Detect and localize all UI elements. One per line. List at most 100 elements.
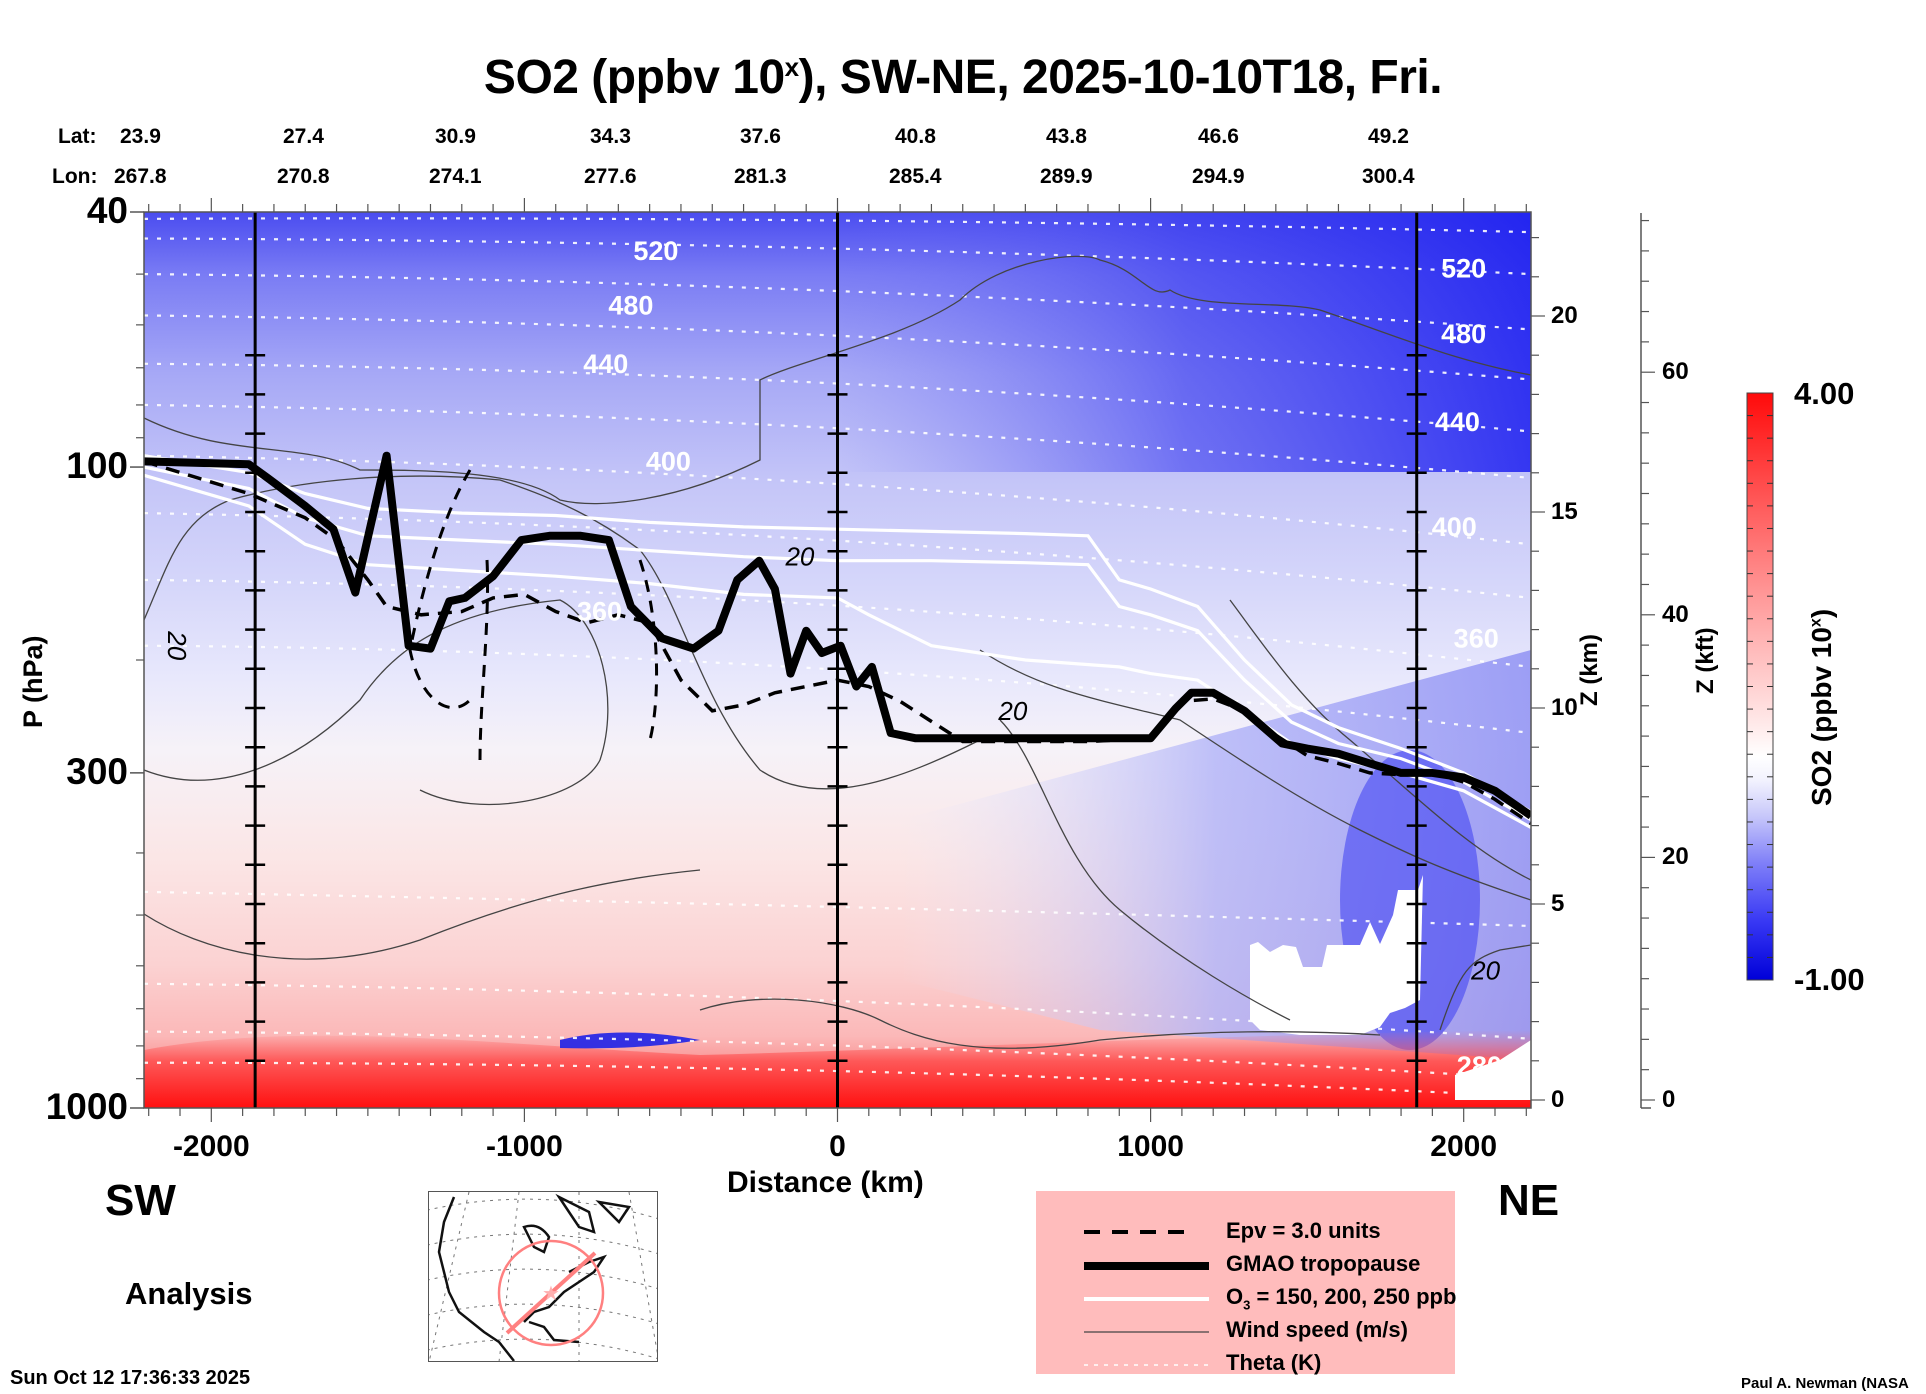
wind-contour bbox=[144, 255, 1531, 505]
theta-label: 440 bbox=[583, 349, 628, 379]
wind-speed-label: 20 bbox=[784, 542, 814, 572]
lat-value: 34.3 bbox=[590, 125, 631, 148]
legend-ozone-sub: 3 bbox=[1243, 1297, 1251, 1313]
lat-value: 37.6 bbox=[740, 125, 781, 148]
x-tick-label: 1000 bbox=[1117, 1130, 1184, 1163]
z-kft-axis bbox=[1640, 213, 1655, 1109]
wind-speed-label: 20 bbox=[1470, 955, 1500, 985]
timestamp: Sun Oct 12 17:36:33 2025 bbox=[10, 1367, 251, 1389]
z-kft-axis-label: Z (kft) bbox=[1692, 627, 1719, 694]
wind-contour bbox=[699, 998, 1381, 1049]
lon-value: 289.9 bbox=[1040, 165, 1093, 188]
location-markers bbox=[245, 212, 1427, 1108]
epv-contour-loop bbox=[638, 559, 659, 741]
map-range-circle bbox=[497, 1239, 605, 1347]
x-axis-label: Distance (km) bbox=[727, 1166, 924, 1199]
z-km-tick-label: 15 bbox=[1551, 498, 1578, 525]
x-tick-label: 0 bbox=[829, 1130, 846, 1163]
wind-speed-label: 20 bbox=[997, 696, 1027, 726]
z-km-tick-label: 5 bbox=[1551, 890, 1565, 917]
theta-label: 400 bbox=[646, 446, 691, 476]
y-axis-label: P (hPa) bbox=[18, 635, 48, 728]
axes bbox=[130, 198, 1545, 1122]
epv-contour-loop bbox=[408, 469, 472, 710]
wind-contour bbox=[144, 475, 641, 621]
legend-item-epv: Epv = 3.0 units bbox=[1226, 1218, 1381, 1243]
so2-field-blue-lens bbox=[560, 1032, 700, 1049]
colorbar-ticks bbox=[1747, 415, 1773, 958]
lon-value: 277.6 bbox=[584, 165, 637, 188]
epv-contour-line bbox=[144, 459, 1531, 826]
ne-direction-label: NE bbox=[1498, 1176, 1560, 1225]
chart-title: SO2 (ppbv 10x), SW-NE, 2025-10-10T18, Fr… bbox=[0, 50, 1926, 105]
theta-label: 520 bbox=[633, 236, 678, 266]
wind-contour bbox=[144, 599, 609, 806]
legend-item-wind: Wind speed (m/s) bbox=[1226, 1317, 1408, 1342]
lon-value: 281.3 bbox=[734, 165, 787, 188]
theta-label: 480 bbox=[1441, 319, 1486, 349]
map-transect-line bbox=[505, 1251, 597, 1335]
title-superscript: x bbox=[784, 52, 799, 82]
sw-direction-label: SW bbox=[105, 1176, 176, 1225]
credit: Paul A. Newman (NASA bbox=[1741, 1375, 1909, 1392]
z-kft-tick-label: 0 bbox=[1662, 1086, 1676, 1113]
wind-contour bbox=[144, 869, 701, 960]
theta-label: 400 bbox=[1432, 512, 1477, 542]
z-kft-tick-label: 40 bbox=[1662, 600, 1689, 628]
legend-item-ozone: O3 = 150, 200, 250 ppb bbox=[1226, 1284, 1456, 1312]
wind-speed-label: 20 bbox=[162, 630, 192, 660]
lon-value: 274.1 bbox=[429, 165, 482, 188]
y-tick-label: 40 bbox=[86, 190, 128, 231]
x-tick-label: -1000 bbox=[486, 1130, 563, 1163]
colorbar-label-text: SO2 (ppbv 10 bbox=[1806, 627, 1837, 806]
lon-value: 300.4 bbox=[1362, 165, 1415, 188]
z-km-tick-label: 20 bbox=[1551, 302, 1578, 329]
theta-label: 360 bbox=[1454, 623, 1499, 653]
lat-label: Lat: bbox=[58, 125, 97, 148]
contour-labels: 520 480 440 400 360 520 480 440 400 360 280 20 20 20 2… bbox=[162, 236, 1502, 1081]
wind-contour bbox=[979, 649, 1531, 901]
title-text-suffix: ), SW-NE, 2025-10-10T18, Fri. bbox=[798, 51, 1443, 104]
z-km-tick-label: 0 bbox=[1551, 1086, 1565, 1113]
colorbar bbox=[1746, 392, 1774, 981]
wind-speed-contours bbox=[144, 255, 1531, 1049]
lat-value: 49.2 bbox=[1368, 125, 1409, 148]
legend-ozone-o: O bbox=[1226, 1284, 1244, 1309]
theta-label: 440 bbox=[1435, 407, 1480, 437]
lon-value: 294.9 bbox=[1192, 165, 1245, 188]
ozone-contour bbox=[144, 454, 1531, 814]
lon-value: 285.4 bbox=[889, 165, 942, 188]
theta-label: 520 bbox=[1441, 253, 1486, 283]
z-kft-tick-label: 60 bbox=[1662, 358, 1689, 386]
map-coastlines bbox=[437, 1193, 632, 1361]
lat-value: 46.6 bbox=[1198, 125, 1239, 148]
lat-value: 30.9 bbox=[435, 125, 476, 148]
colorbar-min-label: -1.00 bbox=[1794, 962, 1865, 997]
lon-value: 270.8 bbox=[277, 165, 330, 188]
legend-ozone-rest: = 150, 200, 250 ppb bbox=[1250, 1284, 1457, 1309]
inset-map-svg: ★ bbox=[429, 1192, 657, 1361]
so2-field-upper-blue bbox=[840, 212, 1531, 472]
analysis-label: Analysis bbox=[125, 1276, 253, 1311]
title-text: SO2 (ppbv 10 bbox=[483, 51, 785, 104]
legend-item-theta: Theta (K) bbox=[1226, 1350, 1322, 1375]
x-tick-label: -2000 bbox=[172, 1130, 250, 1163]
colorbar-max-label: 4.00 bbox=[1794, 376, 1855, 411]
z-kft-tick-label: 20 bbox=[1662, 843, 1689, 871]
missing-data-patch bbox=[1250, 875, 1423, 1035]
legend-item-tropopause: GMAO tropopause bbox=[1226, 1251, 1421, 1276]
lat-value: 40.8 bbox=[895, 125, 936, 148]
map-center-star-icon: ★ bbox=[542, 1283, 560, 1305]
wind-contour bbox=[999, 719, 1291, 1021]
legend-swatches bbox=[1084, 1230, 1209, 1366]
lat-value: 23.9 bbox=[120, 125, 161, 148]
lon-value: 267.8 bbox=[114, 165, 167, 188]
inset-map: ★ bbox=[428, 1191, 658, 1362]
tropopause-path bbox=[144, 451, 1531, 820]
colorbar-label-suffix: ) bbox=[1806, 608, 1837, 619]
theta-label: 360 bbox=[577, 596, 622, 626]
theta-label: 480 bbox=[608, 291, 653, 321]
colorbar-label: SO2 (ppbv 10x) bbox=[1806, 609, 1838, 806]
theta-label: 280 bbox=[1457, 1051, 1502, 1081]
